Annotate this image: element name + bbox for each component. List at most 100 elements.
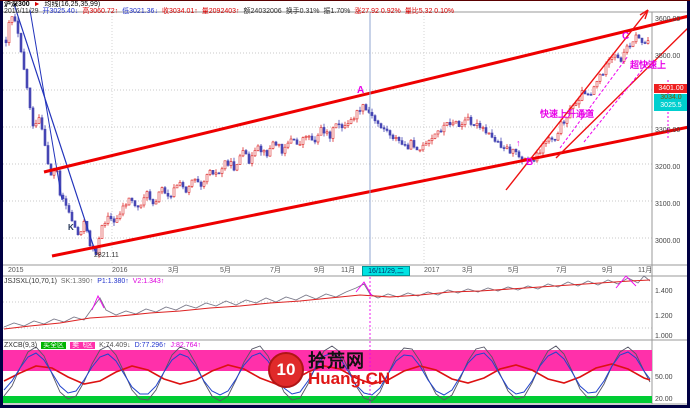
- candlestick: [130, 197, 134, 204]
- candlestick: [331, 126, 335, 142]
- candlestick: [508, 144, 512, 154]
- trend-line: [559, 55, 629, 149]
- indicator-value: JSJSXL(10,70,1): [4, 278, 57, 285]
- candlestick: [79, 231, 83, 236]
- trend-line: [639, 9, 649, 16]
- candlestick: [283, 144, 287, 157]
- candlestick: [262, 149, 266, 156]
- cursor-price-tag: 3034.0 3025.5: [654, 94, 688, 111]
- watermark-domain: Huang.CN: [308, 369, 391, 388]
- indicator-value: J:82.764↑: [170, 342, 201, 349]
- candlestick: [415, 146, 419, 151]
- candlestick: [493, 135, 497, 143]
- quote-field: 涨27.92 0.92%: [354, 8, 401, 15]
- candlestick: [370, 108, 374, 119]
- candlestick: [334, 123, 338, 129]
- watermark: 10 拾荒网 Huang.CN: [268, 352, 390, 388]
- price-axis-label: 1.000: [655, 333, 673, 340]
- candlestick: [595, 80, 599, 89]
- candlestick: [340, 122, 344, 132]
- candlestick: [274, 140, 278, 147]
- candlestick: [625, 43, 629, 55]
- candlestick: [70, 209, 74, 222]
- candlestick: [64, 195, 68, 210]
- candlestick: [361, 103, 365, 115]
- candlestick: [307, 134, 311, 141]
- candlestick: [247, 151, 251, 165]
- wave-label: ↑: [516, 138, 521, 148]
- trend-line: [13, 3, 97, 255]
- candlestick: [268, 145, 272, 157]
- candlestick: [616, 52, 620, 59]
- candlestick: [352, 116, 356, 122]
- candlestick: [634, 32, 638, 44]
- candlestick: [472, 124, 476, 127]
- candlestick: [388, 129, 392, 139]
- chart-title-bar: 沪深300 ► 均线(16,25,35,99): [4, 1, 102, 8]
- candlestick: [28, 87, 32, 110]
- panel3-k-line: [3, 351, 651, 396]
- watermark-site-name: 拾荒网: [308, 351, 365, 371]
- candlestick: [496, 139, 500, 143]
- timeline-label: 2017: [424, 267, 440, 274]
- candlestick: [490, 129, 494, 139]
- candlestick: [646, 37, 650, 45]
- candlestick: [487, 132, 491, 135]
- candlestick: [484, 124, 488, 135]
- panel2-ma-line: [3, 279, 651, 330]
- candlestick: [148, 189, 152, 201]
- drawline-price-tag: 3401.00: [654, 84, 688, 93]
- price-axis-label: 3100.00: [655, 201, 681, 208]
- window-border-right: [687, 0, 690, 408]
- panel2-main-line: [3, 275, 651, 328]
- window-border-top: [0, 0, 690, 1]
- quote-field: 额24032006: [243, 8, 282, 15]
- candlestick: [46, 141, 50, 165]
- trend-line: [555, 26, 690, 159]
- candlestick: [166, 189, 170, 200]
- window-border-left: [0, 0, 3, 408]
- candlestick: [325, 129, 329, 136]
- timeline-label: 7月: [556, 267, 567, 274]
- candlestick: [121, 202, 125, 217]
- candlestick: [124, 203, 128, 209]
- timeline-label: 2016: [112, 267, 128, 274]
- indicator-value: ZXCB(9,3): [4, 342, 38, 349]
- candlestick: [244, 149, 248, 155]
- panel2-signal-line: [91, 294, 105, 311]
- candlestick: [154, 199, 158, 205]
- candlestick: [118, 211, 122, 221]
- candlestick: [169, 194, 173, 200]
- candlestick: [637, 34, 641, 39]
- candlestick: [190, 179, 194, 188]
- candlestick: [445, 122, 449, 127]
- timeline-label: 11月: [638, 267, 653, 274]
- candlestick: [502, 145, 506, 152]
- candlestick: [259, 144, 263, 156]
- timeline-date-cursor[interactable]: 16/11/29,二: [362, 266, 410, 276]
- candlestick: [598, 73, 602, 85]
- indicator-value: SK:1.390↑: [60, 278, 94, 285]
- candlestick: [193, 178, 197, 183]
- price-axis-label: 20.00: [655, 396, 673, 403]
- price-axis-label: 3600.00: [655, 16, 681, 23]
- price-axis-label: 3300.00: [655, 127, 681, 134]
- candlestick: [223, 160, 227, 171]
- candlestick: [232, 157, 236, 172]
- candlestick-series[interactable]: [4, 13, 650, 258]
- candlestick: [280, 143, 284, 156]
- candlestick: [211, 170, 215, 176]
- quote-field: 低3021.36↓: [122, 8, 158, 15]
- candlestick: [133, 200, 137, 208]
- candlestick: [286, 140, 290, 150]
- candlestick: [292, 138, 296, 141]
- candlestick: [391, 133, 395, 141]
- candlestick: [235, 164, 239, 172]
- quote-info-bar: 2016/11/29 开3025.40↓ 高3060.72↑ 低3021.36↓ 收30…: [4, 8, 458, 15]
- candlestick: [238, 153, 242, 165]
- candlestick: [145, 190, 149, 201]
- candlestick: [481, 125, 485, 132]
- candlestick: [385, 125, 389, 133]
